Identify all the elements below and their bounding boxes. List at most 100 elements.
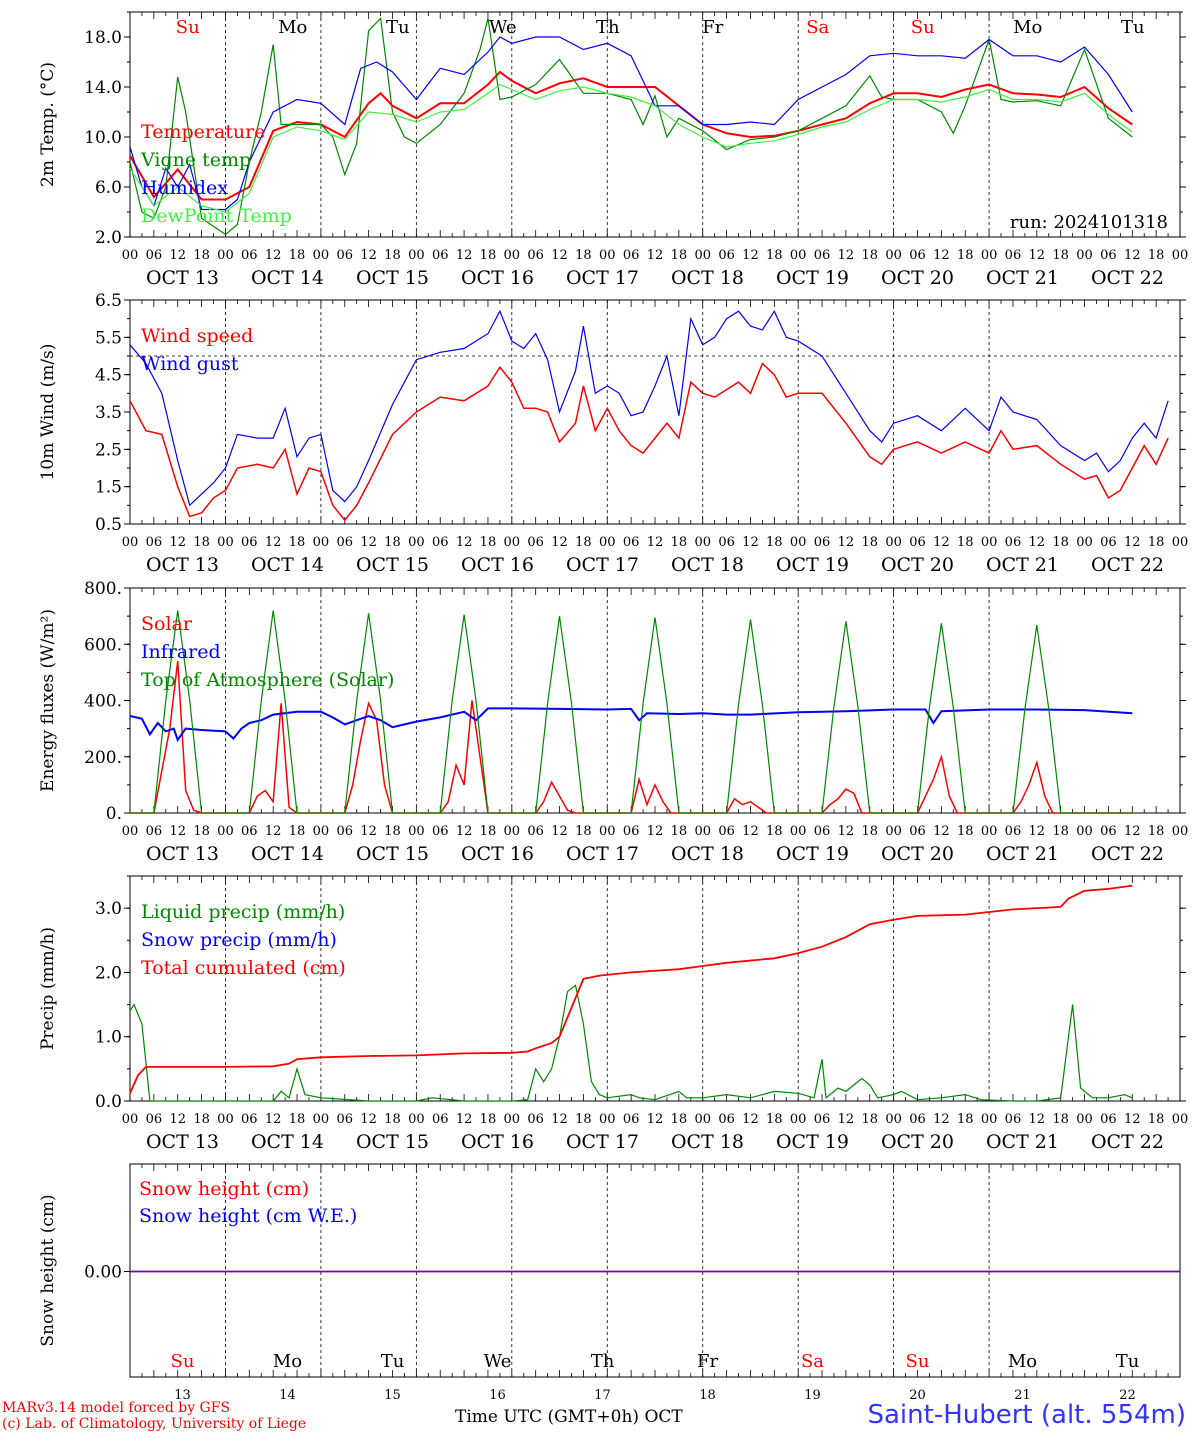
date-label: OCT 19 [776,554,849,576]
hour-label: 00 [217,1112,234,1127]
hour-label: 00 [694,824,711,839]
hour-label: 18 [766,1112,783,1127]
hour-label: 18 [384,1112,401,1127]
hour-label: 12 [1124,535,1141,550]
hour-label: 18 [766,248,783,263]
date-label: OCT 15 [356,843,429,865]
hour-label: 18 [193,248,210,263]
y-axis-label: Energy fluxes (W/m²) [38,609,58,792]
date-label: OCT 15 [356,554,429,576]
hour-label: 12 [265,248,282,263]
y-tick-label: 600. [84,635,122,655]
hour-label: 18 [957,824,974,839]
hour-label: 00 [790,535,807,550]
hour-label: 06 [1100,1112,1117,1127]
series-line-dewpoint-temp [129,83,1133,213]
hour-label: 12 [456,824,473,839]
day-of-month-label: 17 [594,1388,611,1403]
series-line-solar [130,661,1133,814]
weekday-label: Th [591,1351,615,1372]
series-line-temperature [129,70,1133,201]
hour-label: 06 [146,1112,163,1127]
hour-label: 12 [742,1112,759,1127]
y-tick-label: 2.0 [95,963,122,983]
y-tick-label: 0.0 [95,1092,122,1112]
time-axis-label: Time UTC (GMT+0h) OCT [455,1407,683,1427]
hour-label: 18 [193,1112,210,1127]
y-tick-label: 0. [106,804,122,824]
date-label: OCT 19 [776,267,849,289]
hour-label: 00 [217,824,234,839]
hour-label: 00 [313,535,330,550]
legend-entry: Vigne temp [140,149,251,171]
day-of-month-label: 22 [1119,1388,1136,1403]
hour-label: 18 [861,535,878,550]
date-label: OCT 14 [251,1131,324,1153]
hour-label: 18 [480,248,497,263]
hour-label: 18 [861,248,878,263]
hour-label: 18 [575,1112,592,1127]
hour-label: 06 [1005,248,1022,263]
series-line-liquid-precip-mm-h- [129,984,1133,1102]
hour-label: 12 [169,824,186,839]
y-tick-label: 2.0 [95,228,122,248]
series-line-vigne-temp [129,16,1133,236]
hour-label: 06 [623,1112,640,1127]
hour-label: 00 [790,824,807,839]
series-line-humidex [129,36,1133,211]
hour-label: 18 [289,824,306,839]
day-of-month-label: 18 [699,1388,716,1403]
hour-label: 12 [933,1112,950,1127]
hour-label: 00 [1076,248,1093,263]
hour-label: 12 [551,1112,568,1127]
hour-label: 18 [289,535,306,550]
date-label: OCT 14 [251,554,324,576]
hour-label: 18 [193,535,210,550]
hour-label: 06 [718,248,735,263]
hour-label: 12 [742,535,759,550]
hour-label: 06 [336,535,353,550]
hour-label: 00 [1172,1112,1189,1127]
hour-label: 12 [647,1112,664,1127]
hour-label: 18 [384,535,401,550]
hour-label: 00 [981,248,998,263]
hour-label: 06 [336,248,353,263]
y-tick-label: 6.0 [95,178,122,198]
hour-label: 12 [1029,1112,1046,1127]
hour-label: 00 [981,535,998,550]
y-tick-label: 400. [84,692,122,712]
hour-label: 00 [981,1112,998,1127]
date-label: OCT 13 [146,554,219,576]
hour-label: 18 [957,248,974,263]
y-axis-label: 2m Temp. (°C) [38,62,58,187]
hour-label: 00 [313,824,330,839]
hour-label: 12 [360,1112,377,1127]
hour-label: 12 [933,248,950,263]
hour-label: 12 [1029,824,1046,839]
date-label: OCT 17 [566,1131,639,1153]
hour-label: 18 [1148,1112,1165,1127]
date-label: OCT 16 [461,1131,534,1153]
hour-label: 06 [623,824,640,839]
hour-label: 12 [1029,535,1046,550]
date-label: OCT 16 [461,843,534,865]
hour-label: 06 [1100,535,1117,550]
hour-label: 00 [1172,248,1189,263]
hour-label: 00 [122,535,139,550]
y-axis-label: Snow height (cm) [38,1194,58,1346]
hour-label: 00 [504,824,521,839]
hour-label: 06 [623,535,640,550]
date-label: OCT 21 [986,554,1059,576]
hour-label: 12 [1124,1112,1141,1127]
hour-label: 06 [718,824,735,839]
hour-label: 00 [694,248,711,263]
y-tick-label: 2.5 [95,440,122,460]
day-of-month-label: 13 [174,1388,191,1403]
hour-label: 00 [504,1112,521,1127]
hour-label: 18 [384,824,401,839]
hour-label: 12 [360,248,377,263]
hour-label: 06 [146,535,163,550]
hour-label: 00 [694,535,711,550]
hour-label: 06 [909,248,926,263]
day-of-month-label: 21 [1014,1388,1031,1403]
